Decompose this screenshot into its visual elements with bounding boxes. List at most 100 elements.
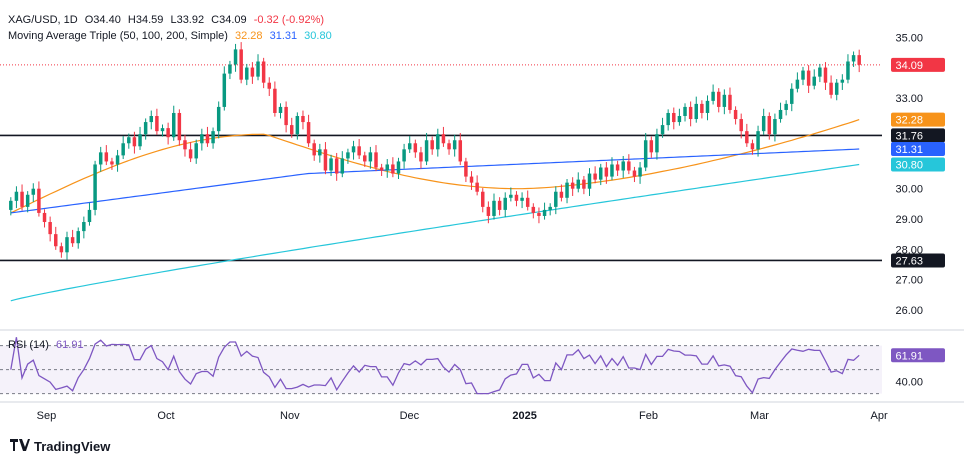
candle-body xyxy=(301,116,305,123)
candle-body xyxy=(823,67,828,83)
candle-body xyxy=(795,79,800,89)
candle-body xyxy=(65,237,69,253)
candle-body xyxy=(54,234,58,247)
candle-body xyxy=(228,64,232,74)
price-label-text: 31.76 xyxy=(895,130,923,142)
candle-body xyxy=(525,197,530,207)
candle-body xyxy=(452,140,457,150)
candle-body xyxy=(59,246,64,253)
candle-body xyxy=(295,116,300,135)
candle-body xyxy=(31,188,36,195)
candle-body xyxy=(385,164,389,171)
candle-body xyxy=(745,131,749,144)
candle-body xyxy=(93,164,97,210)
candle-body xyxy=(329,158,333,171)
candle-body xyxy=(739,119,743,132)
candle-body xyxy=(25,194,30,207)
candle-body xyxy=(610,164,614,177)
candle-body xyxy=(660,125,665,135)
y-tick-label: 30.00 xyxy=(895,184,923,196)
candle-body xyxy=(407,143,412,150)
ma-label: Moving Average Triple (50, 100, 200, Sim… xyxy=(8,30,228,42)
candle-body xyxy=(143,122,148,135)
candle-body xyxy=(750,143,755,150)
candle-body xyxy=(627,161,631,171)
candle-body xyxy=(82,222,86,232)
candle-body xyxy=(829,82,833,95)
candle-body xyxy=(582,179,586,189)
candle-body xyxy=(801,70,805,80)
candle-body xyxy=(278,106,283,113)
candle-body xyxy=(20,191,24,207)
candle-body xyxy=(402,149,406,162)
candle-body xyxy=(172,112,176,138)
candle-body xyxy=(548,206,552,210)
price-label-text: 32.28 xyxy=(895,115,923,127)
ohlc-legend: XAG/USD, 1D O34.40 H34.59 L33.92 C34.09 … xyxy=(8,14,328,27)
candle-body xyxy=(346,152,350,159)
candle-body xyxy=(728,94,732,110)
candle-body xyxy=(694,103,698,120)
candle-body xyxy=(9,200,13,210)
y-tick-label: 29.00 xyxy=(895,214,923,226)
candle-body xyxy=(368,152,373,162)
tradingview-logo: TradingView xyxy=(10,438,110,455)
candle-body xyxy=(599,167,603,180)
candle-body xyxy=(233,49,238,65)
candle-body xyxy=(705,100,710,113)
symbol-label: XAG/USD, 1D xyxy=(8,14,78,26)
candle-body xyxy=(475,182,479,192)
candle-body xyxy=(711,91,715,101)
candle-body xyxy=(200,134,204,144)
tradingview-text: TradingView xyxy=(34,439,111,454)
candle-body xyxy=(733,109,738,120)
tradingview-mark-icon xyxy=(10,438,30,455)
candle-body xyxy=(289,125,294,135)
candle-body xyxy=(127,137,131,144)
open-value: O34.40 xyxy=(84,14,121,26)
candle-body xyxy=(492,200,496,216)
ma-legend: Moving Average Triple (50, 100, 200, Sim… xyxy=(8,30,336,43)
candle-body xyxy=(767,116,772,135)
candle-body xyxy=(537,212,541,216)
candle-body xyxy=(458,140,463,162)
candle-body xyxy=(273,88,277,113)
candle-body xyxy=(149,116,154,123)
candle-body xyxy=(587,173,592,189)
candle-body xyxy=(160,128,165,132)
candle-body xyxy=(363,155,367,162)
candle-body xyxy=(497,200,502,210)
candle-body xyxy=(486,206,491,216)
candle-body xyxy=(683,106,687,117)
y-tick-label: 35.00 xyxy=(895,32,923,44)
y-tick-label: 28.00 xyxy=(895,244,923,256)
candle-body xyxy=(818,67,822,77)
candle-body xyxy=(716,91,721,107)
candle-body xyxy=(76,231,80,244)
candle-body xyxy=(666,112,670,126)
x-tick-label: Apr xyxy=(871,410,888,422)
y-tick-label: 27.00 xyxy=(895,275,923,287)
x-tick-label: Feb xyxy=(639,410,658,422)
rsi-legend-value: 61.91 xyxy=(56,339,84,351)
candle-body xyxy=(14,191,19,201)
candle-body xyxy=(110,161,114,165)
candle-body xyxy=(48,222,52,235)
candle-body xyxy=(503,197,507,210)
x-tick-label: Mar xyxy=(750,410,769,422)
candle-body xyxy=(70,237,75,244)
candle-body xyxy=(419,152,423,162)
candle-body xyxy=(509,194,513,198)
price-label-text: 30.80 xyxy=(895,159,923,171)
candle-body xyxy=(379,167,384,171)
candle-body xyxy=(183,140,187,150)
price-label-box xyxy=(891,112,945,127)
ma200-line xyxy=(10,163,860,302)
candle-body xyxy=(806,70,811,86)
rsi-line xyxy=(10,337,860,395)
candle-body xyxy=(104,152,109,162)
candle-body xyxy=(514,194,519,201)
candle-body xyxy=(857,55,861,65)
candle-body xyxy=(542,209,547,216)
